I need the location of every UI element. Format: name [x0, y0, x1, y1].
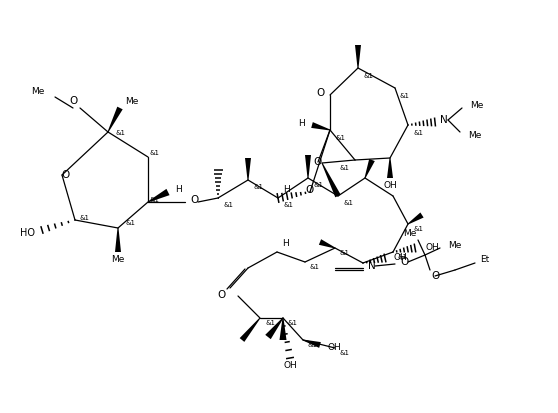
Polygon shape [265, 318, 283, 339]
Text: &1: &1 [80, 215, 90, 221]
Polygon shape [245, 158, 251, 180]
Text: &1: &1 [308, 342, 318, 348]
Text: OH: OH [383, 181, 397, 190]
Text: HO: HO [20, 228, 35, 238]
Polygon shape [321, 163, 341, 197]
Text: OH: OH [328, 344, 341, 353]
Text: &1: &1 [310, 264, 320, 270]
Polygon shape [303, 339, 321, 348]
Text: &1: &1 [223, 202, 233, 208]
Text: Me: Me [125, 97, 138, 107]
Text: &1: &1 [340, 165, 350, 171]
Text: H: H [175, 185, 182, 195]
Polygon shape [148, 189, 170, 202]
Text: H: H [282, 240, 288, 249]
Text: Me: Me [448, 240, 461, 249]
Polygon shape [387, 158, 393, 178]
Text: &1: &1 [125, 220, 135, 226]
Text: Me: Me [111, 256, 124, 264]
Text: O: O [317, 88, 325, 98]
Text: &1: &1 [398, 254, 408, 260]
Polygon shape [408, 212, 424, 224]
Text: &1: &1 [115, 130, 125, 136]
Text: O: O [314, 157, 322, 167]
Text: N: N [368, 261, 376, 271]
Text: O: O [61, 170, 69, 180]
Text: OH: OH [283, 361, 297, 370]
Text: &1: &1 [150, 150, 160, 156]
Text: &1: &1 [313, 182, 323, 188]
Text: &1: &1 [265, 320, 275, 326]
Polygon shape [311, 122, 330, 131]
Text: H: H [283, 185, 290, 195]
Polygon shape [108, 107, 123, 132]
Polygon shape [355, 45, 361, 68]
Text: Me: Me [468, 131, 482, 140]
Text: &1: &1 [253, 184, 263, 190]
Text: &1: &1 [150, 197, 160, 203]
Text: H: H [298, 119, 305, 128]
Polygon shape [305, 155, 311, 178]
Text: &1: &1 [413, 226, 423, 232]
Text: &1: &1 [413, 130, 423, 136]
Text: O: O [218, 290, 226, 300]
Text: O: O [69, 96, 77, 106]
Text: O: O [306, 185, 314, 195]
Text: N: N [440, 115, 448, 125]
Polygon shape [240, 318, 261, 342]
Text: &1: &1 [288, 320, 298, 326]
Text: O: O [400, 257, 408, 267]
Text: &1: &1 [343, 200, 353, 206]
Text: Et: Et [480, 256, 489, 264]
Text: &1: &1 [340, 250, 350, 256]
Text: O: O [190, 195, 198, 205]
Text: Me: Me [403, 230, 416, 238]
Text: &1: &1 [283, 202, 293, 208]
Polygon shape [364, 159, 375, 178]
Text: &1: &1 [335, 135, 345, 141]
Polygon shape [115, 228, 121, 252]
Text: OH: OH [393, 252, 407, 261]
Text: &1: &1 [340, 350, 350, 356]
Text: Me: Me [32, 86, 45, 95]
Text: OH: OH [425, 242, 439, 252]
Polygon shape [280, 318, 286, 340]
Text: &1: &1 [363, 73, 373, 79]
Text: &1: &1 [400, 93, 410, 99]
Text: Me: Me [470, 100, 483, 109]
Polygon shape [319, 239, 335, 249]
Text: O: O [431, 271, 439, 281]
